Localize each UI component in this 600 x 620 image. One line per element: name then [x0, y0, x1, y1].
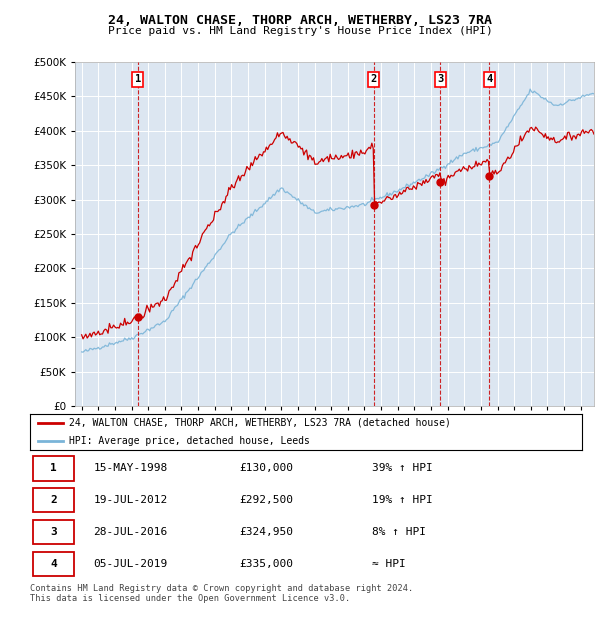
Text: 2: 2	[50, 495, 57, 505]
Text: 4: 4	[486, 74, 493, 84]
Text: ≈ HPI: ≈ HPI	[372, 559, 406, 569]
FancyBboxPatch shape	[33, 488, 74, 512]
Text: 28-JUL-2016: 28-JUL-2016	[94, 527, 168, 537]
Text: 19-JUL-2012: 19-JUL-2012	[94, 495, 168, 505]
Text: Contains HM Land Registry data © Crown copyright and database right 2024.
This d: Contains HM Land Registry data © Crown c…	[30, 584, 413, 603]
Text: £335,000: £335,000	[240, 559, 294, 569]
Text: £292,500: £292,500	[240, 495, 294, 505]
Text: 39% ↑ HPI: 39% ↑ HPI	[372, 464, 433, 474]
Text: 24, WALTON CHASE, THORP ARCH, WETHERBY, LS23 7RA: 24, WALTON CHASE, THORP ARCH, WETHERBY, …	[108, 14, 492, 27]
Text: 1: 1	[134, 74, 141, 84]
Text: HPI: Average price, detached house, Leeds: HPI: Average price, detached house, Leed…	[68, 435, 310, 446]
Text: 4: 4	[50, 559, 57, 569]
FancyBboxPatch shape	[33, 456, 74, 480]
Text: 8% ↑ HPI: 8% ↑ HPI	[372, 527, 426, 537]
Text: £130,000: £130,000	[240, 464, 294, 474]
Text: 05-JUL-2019: 05-JUL-2019	[94, 559, 168, 569]
Text: 3: 3	[50, 527, 57, 537]
Text: 19% ↑ HPI: 19% ↑ HPI	[372, 495, 433, 505]
Text: 24, WALTON CHASE, THORP ARCH, WETHERBY, LS23 7RA (detached house): 24, WALTON CHASE, THORP ARCH, WETHERBY, …	[68, 417, 451, 428]
Text: Price paid vs. HM Land Registry's House Price Index (HPI): Price paid vs. HM Land Registry's House …	[107, 26, 493, 36]
Text: 1: 1	[50, 464, 57, 474]
FancyBboxPatch shape	[33, 552, 74, 576]
Text: 3: 3	[437, 74, 443, 84]
FancyBboxPatch shape	[33, 520, 74, 544]
Text: 2: 2	[370, 74, 377, 84]
Text: £324,950: £324,950	[240, 527, 294, 537]
Text: 15-MAY-1998: 15-MAY-1998	[94, 464, 168, 474]
